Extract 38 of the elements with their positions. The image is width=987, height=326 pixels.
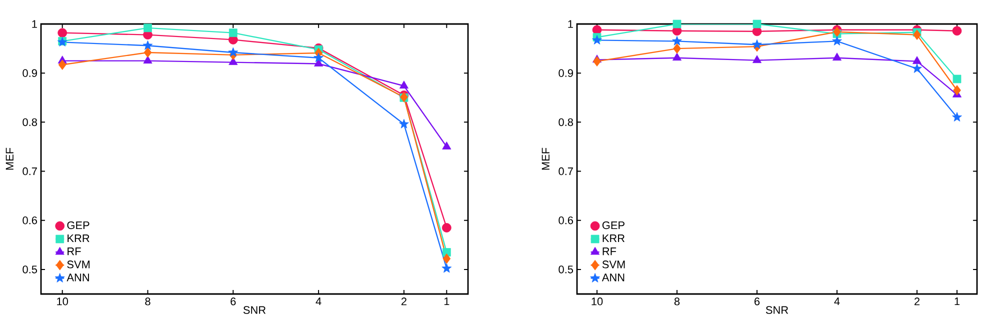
y-tick-label: 1 xyxy=(32,20,37,28)
legend-label: GEP xyxy=(602,221,624,230)
x-tick-label: 1 xyxy=(954,298,960,306)
x-tick-label: 2 xyxy=(914,298,920,306)
legend-label: ANN xyxy=(602,274,624,282)
x-tick-label: 4 xyxy=(316,298,322,306)
legend-label: RF xyxy=(68,248,81,256)
x-tick-label: 10 xyxy=(592,298,603,306)
y-tick-label: 0.9 xyxy=(22,69,37,77)
y-tick-label: 0.6 xyxy=(558,216,573,224)
x-tick-label: 1 xyxy=(444,298,450,306)
y-tick-label: 0.5 xyxy=(558,266,574,274)
y-tick-label: 0.7 xyxy=(22,167,37,176)
x-tick-label: 4 xyxy=(834,298,840,306)
x-axis-title: SNR xyxy=(766,306,788,314)
y-tick-label: 0.7 xyxy=(558,167,573,176)
legend-label: GEP xyxy=(67,221,90,230)
x-axis-title: SNR xyxy=(243,306,266,314)
x-tick-label: 10 xyxy=(57,298,68,306)
legend-label: ANN xyxy=(66,274,89,282)
y-tick-label: 0.8 xyxy=(558,118,573,126)
legend-label: SVM xyxy=(67,260,90,268)
y-tick-label: 0.8 xyxy=(22,118,37,126)
legend-label: KRR xyxy=(68,234,90,242)
y-tick-label: 0.6 xyxy=(22,216,37,224)
x-tick-label: 8 xyxy=(145,298,150,306)
x-tick-label: 2 xyxy=(401,298,406,306)
legend-label: KRR xyxy=(602,234,625,242)
y-tick-label: 0.9 xyxy=(558,69,573,77)
y-tick-label: 1 xyxy=(568,20,573,28)
x-tick-label: 6 xyxy=(230,298,236,306)
legend-label: RF xyxy=(602,248,616,256)
y-axis-title: MEF xyxy=(542,148,550,170)
x-tick-label: 8 xyxy=(674,298,680,306)
x-tick-label: 6 xyxy=(754,298,760,306)
y-tick-label: 0.5 xyxy=(22,266,38,274)
y-axis-title: MEF xyxy=(6,148,14,170)
legend-label: SVM xyxy=(602,260,625,268)
